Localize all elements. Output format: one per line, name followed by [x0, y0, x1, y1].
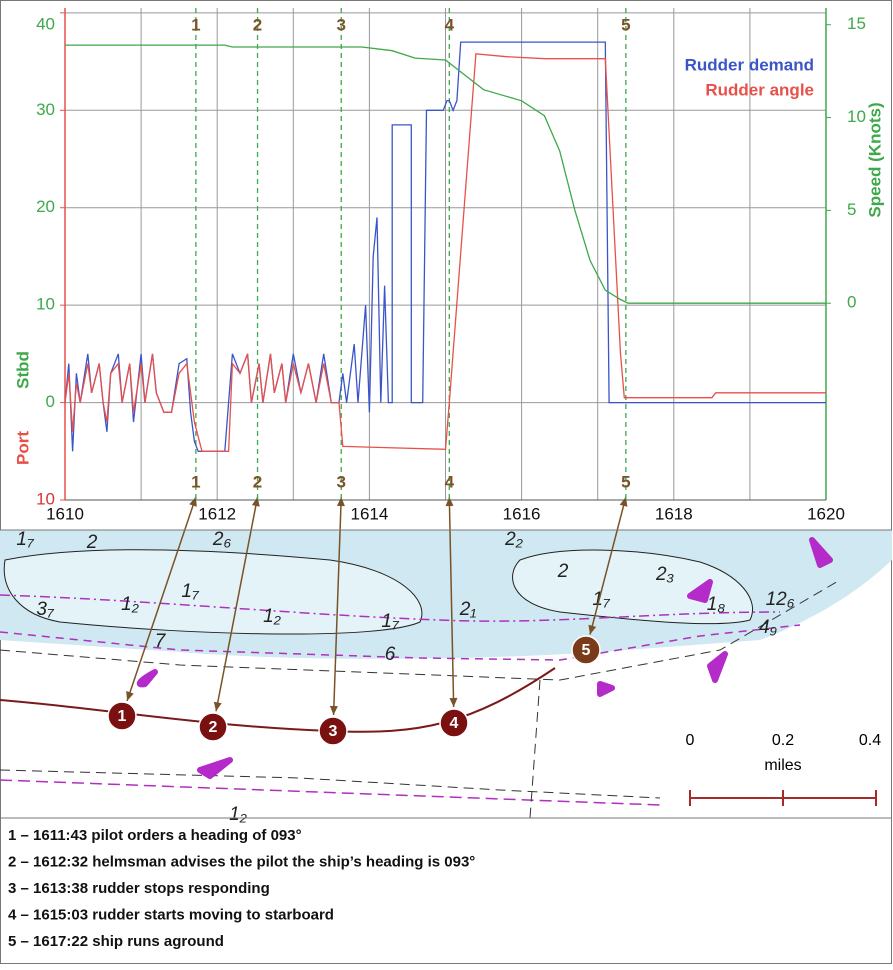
contour	[512, 549, 753, 625]
y2-tick-label: 15	[847, 14, 866, 33]
arrow-head	[588, 624, 597, 635]
arrow-head	[189, 497, 197, 507]
event-label: 4	[445, 15, 455, 34]
series-line	[64, 53, 826, 452]
event-label: 5	[621, 472, 630, 491]
plot: 1610 1612 1614 1616 1618 1620 10 0 10 20 30 40 0 5 10 1…	[13, 8, 884, 523]
x-tick-label: 1618	[655, 504, 693, 523]
y-tick-label: 10	[36, 295, 55, 314]
series-line	[65, 44, 826, 304]
sounding: 1₂	[229, 804, 248, 825]
sounding: 2₃	[655, 564, 675, 585]
sounding: 7	[155, 631, 167, 652]
channel-line	[0, 594, 781, 622]
dashed-line	[0, 579, 841, 681]
sounding: 2₆	[212, 529, 232, 550]
note-line: 5 – 1617:22 ship runs aground	[8, 933, 224, 950]
y-tick-label: 20	[36, 197, 55, 216]
marker-label: 2	[209, 719, 218, 736]
position-marker	[318, 716, 348, 746]
dashed-line	[529, 679, 541, 819]
scale-label: 0.4	[859, 732, 881, 749]
arrow	[448, 496, 455, 708]
sounding: 1₇	[381, 611, 400, 632]
arrow-head	[619, 497, 628, 507]
sounding: 1₇	[16, 529, 35, 550]
arrow-head	[213, 701, 222, 712]
event-label: 1	[191, 472, 200, 491]
position-marker	[571, 635, 601, 665]
arrow	[332, 496, 342, 716]
sounding: 3₇	[36, 599, 55, 620]
x-tick-label: 1616	[503, 504, 541, 523]
x-tick-label: 1614	[350, 504, 388, 523]
marker-label: 5	[582, 642, 591, 659]
y-axis-label: Stbd	[13, 351, 32, 389]
sounding: 6	[385, 644, 396, 665]
event-label: 5	[621, 15, 630, 34]
sounding: 2₂	[504, 529, 524, 550]
y-tick-label: 0	[46, 392, 55, 411]
scale-unit: miles	[764, 757, 801, 774]
y2-tick-label: 5	[847, 200, 856, 219]
channel-line	[0, 624, 801, 661]
arrow-head	[251, 497, 260, 507]
event-label: 3	[337, 472, 346, 491]
position-marker	[439, 708, 469, 738]
contour	[3, 549, 423, 635]
y2-tick-label: 10	[847, 107, 866, 126]
y-tick-label: 40	[36, 14, 55, 33]
arrow	[126, 496, 197, 702]
sounding: 1₂	[263, 606, 282, 627]
dashed-line	[0, 769, 661, 799]
event-label: 4	[445, 472, 455, 491]
event-label: 1	[191, 15, 200, 34]
position-marker	[198, 712, 228, 742]
sounding: 1₂	[121, 594, 140, 615]
sounding: 1₈	[707, 594, 726, 615]
sounding: 1₇	[181, 581, 200, 602]
sounding: 2	[557, 561, 569, 582]
note-line: 2 – 1612:32 helmsman advises the pilot t…	[8, 853, 475, 870]
y2-tick-label: 0	[847, 293, 856, 312]
event-label: 3	[337, 15, 346, 34]
event-label: 2	[253, 472, 262, 491]
x-tick-label: 1620	[807, 504, 845, 523]
position-marker	[107, 701, 137, 731]
legend-entry: Rudder angle	[705, 80, 814, 99]
sounding: 4₉	[759, 617, 778, 638]
note-line: 4 – 1615:03 rudder starts moving to star…	[8, 906, 334, 923]
y-tick-label: 10	[36, 489, 55, 508]
arrow-head	[126, 691, 134, 701]
x-tick-label: 1610	[46, 504, 84, 523]
sounding: 2	[86, 532, 98, 553]
arrow-head	[445, 497, 454, 507]
event-label: 2	[253, 15, 262, 34]
marker-label: 4	[450, 715, 459, 732]
x-tick-label: 1612	[198, 504, 236, 523]
channel-line	[0, 779, 661, 806]
arrow-head	[449, 697, 458, 708]
notes: 1 – 1611:43 pilot orders a heading of 09…	[8, 827, 475, 950]
sounding: 2₁	[459, 599, 477, 620]
arrow-head	[329, 705, 338, 716]
marker-label: 1	[118, 708, 127, 725]
scale-label: 0	[686, 732, 695, 749]
legend-entry: Rudder demand	[685, 55, 814, 74]
buoy-light	[136, 537, 833, 779]
arrow-head	[336, 497, 345, 507]
scale-bar: 0 0.2 0.4 miles	[686, 732, 881, 806]
y-axis-label: Port	[13, 431, 32, 465]
note-line: 3 – 1613:38 rudder stops responding	[8, 880, 270, 897]
sounding: 12₆	[766, 589, 795, 610]
arrow	[589, 496, 627, 635]
arrow	[215, 496, 259, 712]
note-line: 1 – 1611:43 pilot orders a heading of 09…	[8, 827, 302, 844]
y2-axis-label: Speed (Knots)	[865, 102, 884, 217]
scale-label: 0.2	[772, 732, 794, 749]
marker-label: 3	[329, 723, 338, 740]
y-tick-label: 30	[36, 100, 55, 119]
